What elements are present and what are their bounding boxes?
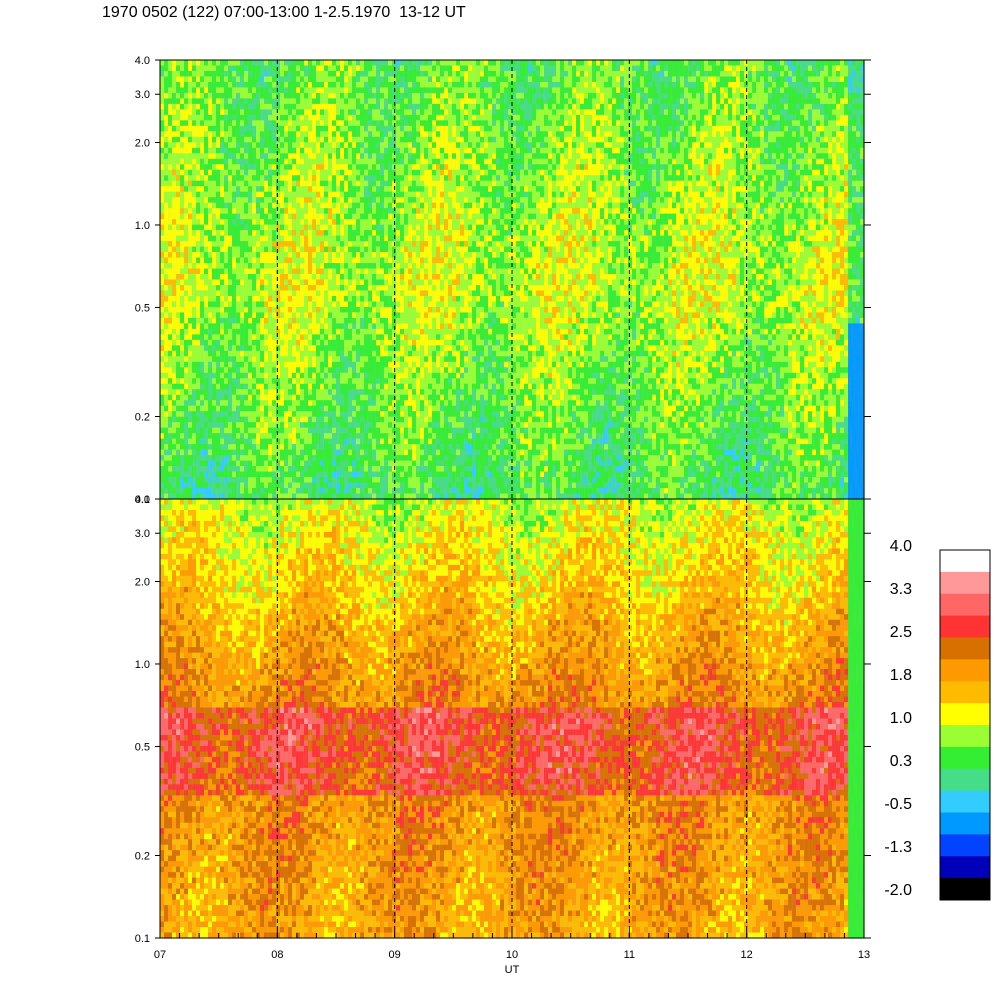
panel-upper xyxy=(160,60,865,500)
chart-title: 1970 0502 (122) 07:00-13:00 1-2.5.1970 1… xyxy=(102,4,466,22)
